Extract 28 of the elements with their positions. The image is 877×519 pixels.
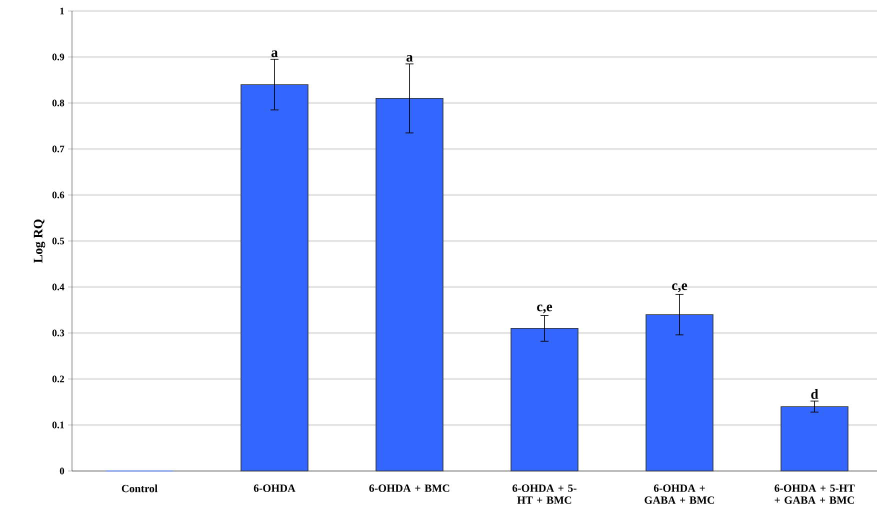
y-tick-label: 0.8 — [52, 100, 64, 106]
x-tick-label: 6-OHDA + 5-HT + GABA + BMC — [774, 484, 855, 504]
y-tick-label: 0.3 — [52, 330, 64, 336]
y-tick-label: 0.9 — [52, 54, 64, 60]
x-tick-label: 6-OHDA + 5-HT + BMC — [512, 484, 576, 504]
y-tick-label: 0.2 — [52, 376, 64, 382]
y-tick-label: 0.7 — [52, 146, 64, 152]
y-tick-label: 0.1 — [52, 422, 64, 428]
annotation: a — [271, 50, 278, 58]
y-tick-label: 1 — [60, 8, 64, 14]
bar — [510, 328, 578, 472]
bar — [240, 84, 308, 472]
bar — [646, 314, 714, 472]
x-tick-label: 6-OHDA + BMC — [369, 484, 450, 492]
x-tick-label: 6-OHDA + GABA + BMC — [644, 484, 714, 504]
y-axis-title: Log RQ — [34, 219, 46, 263]
y-tick-label: 0 — [60, 468, 64, 474]
annotation: c,e — [672, 283, 688, 292]
y-tick-label: 0.4 — [52, 284, 64, 290]
bar — [376, 98, 444, 472]
y-tick-label: 0.6 — [52, 192, 64, 198]
x-tick-label: Control — [122, 484, 158, 492]
bar — [780, 406, 848, 472]
annotation: a — [406, 55, 413, 62]
x-tick-label: 6-OHDA — [254, 484, 296, 492]
annotation: c,e — [537, 304, 552, 314]
annotation: d — [811, 389, 818, 399]
y-tick-label: 0.5 — [52, 238, 64, 244]
